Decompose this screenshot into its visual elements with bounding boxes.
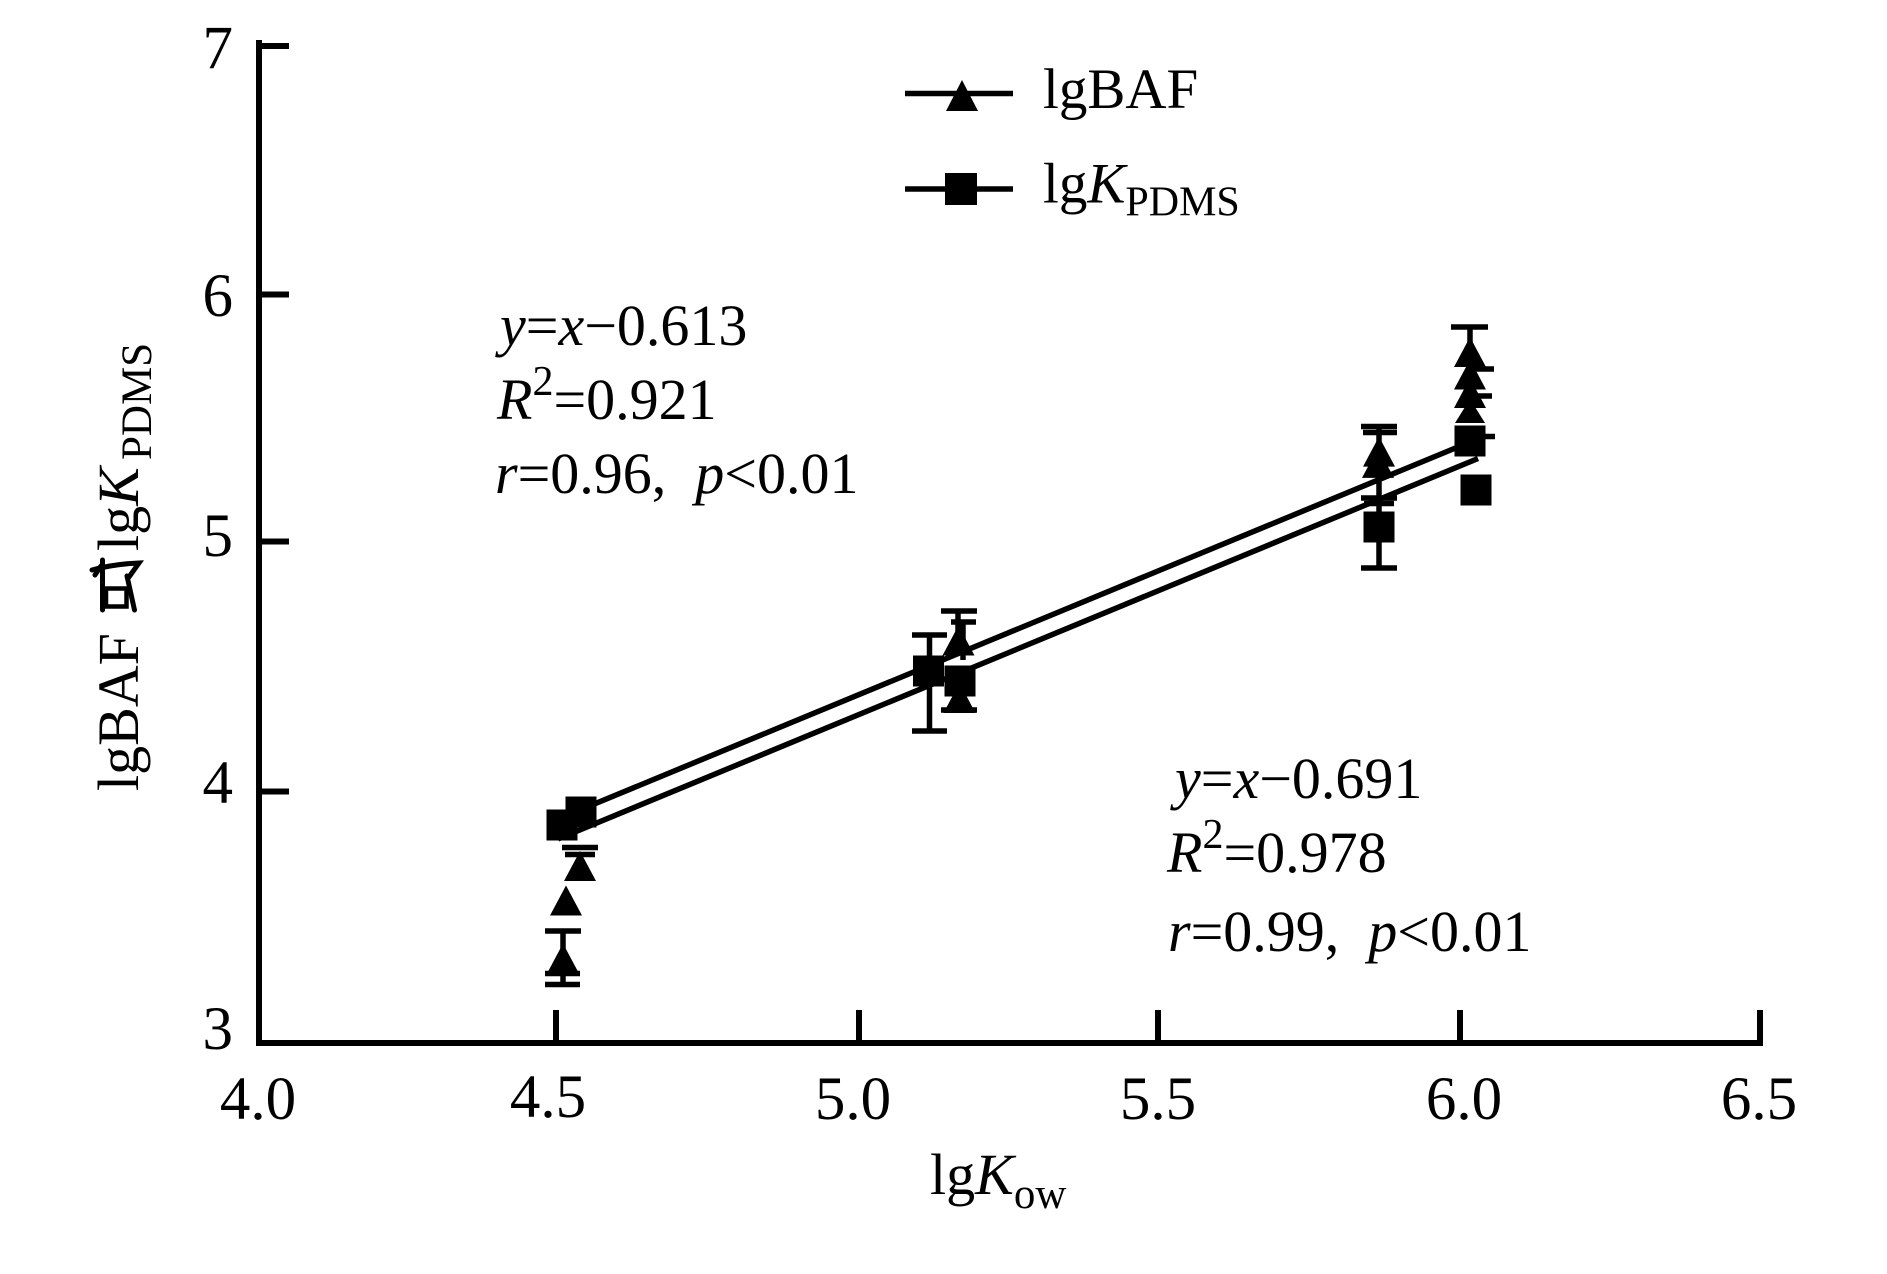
svg-text:R2=0.921: R2=0.921 [496, 359, 717, 432]
svg-text:6: 6 [203, 263, 234, 330]
svg-text:R2=0.978: R2=0.978 [1166, 812, 1387, 885]
svg-text:5.5: 5.5 [1120, 1066, 1196, 1133]
svg-text:r=0.99, p<0.01: r=0.99, p<0.01 [1168, 899, 1532, 964]
svg-text:4.0: 4.0 [220, 1066, 296, 1133]
svg-text:PDMS: PDMS [114, 343, 161, 460]
svg-text:6.0: 6.0 [1426, 1066, 1502, 1133]
svg-text:4: 4 [203, 750, 234, 817]
svg-text:4.5: 4.5 [510, 1064, 586, 1131]
svg-text:6.5: 6.5 [1721, 1066, 1797, 1133]
svg-text:y=x−0.613: y=x−0.613 [495, 293, 747, 358]
svg-text:lgKow: lgKow [930, 1142, 1066, 1218]
svg-text:lgBAF: lgBAF [1043, 58, 1198, 121]
svg-text:5.0: 5.0 [815, 1066, 891, 1133]
svg-text:7: 7 [203, 15, 234, 82]
svg-text:lgK: lgK [86, 464, 151, 551]
svg-text:5: 5 [203, 503, 234, 570]
svg-text:3: 3 [203, 996, 234, 1063]
svg-text:r=0.96, p<0.01: r=0.96, p<0.01 [495, 441, 859, 506]
svg-text:y=x−0.691: y=x−0.691 [1170, 746, 1422, 811]
svg-text:lgBAF: lgBAF [86, 633, 151, 791]
